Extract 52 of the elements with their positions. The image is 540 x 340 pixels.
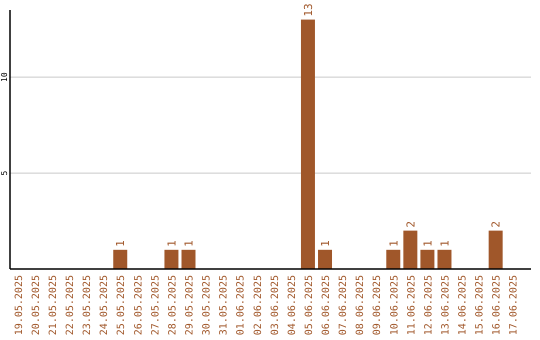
x-tick-label: 09.06.2025: [372, 275, 384, 336]
x-tick-label: 31.05.2025: [218, 275, 230, 336]
x-tick-label: 13.06.2025: [440, 275, 452, 336]
data-label: 1: [182, 240, 196, 247]
x-tick-label: 21.05.2025: [48, 275, 59, 336]
x-tick-label: 17.06.2025: [508, 275, 520, 336]
data-label: 1: [319, 240, 332, 247]
x-tick-label: 08.06.2025: [355, 275, 366, 336]
x-tick-label: 10.06.2025: [389, 275, 400, 336]
x-tick-label: 12.06.2025: [423, 275, 434, 336]
x-tick-label: 07.06.2025: [338, 275, 350, 336]
data-label: 1: [387, 240, 400, 247]
x-tick-label: 15.06.2025: [474, 275, 486, 336]
data-label: 13: [302, 3, 315, 17]
bar: [318, 250, 332, 269]
x-tick-label: 04.06.2025: [286, 275, 298, 336]
x-tick-label: 23.05.2025: [82, 275, 94, 336]
x-tick-label: 14.06.2025: [458, 275, 469, 336]
x-tick-label: 30.05.2025: [202, 275, 213, 336]
x-tick-label: 06.06.2025: [321, 275, 332, 336]
data-label: 1: [421, 240, 434, 247]
x-tick-label: 01.06.2025: [236, 275, 247, 336]
bar: [488, 230, 503, 269]
data-label: 2: [404, 221, 418, 228]
x-tick-label: 02.06.2025: [252, 275, 264, 336]
x-tick-label: 16.06.2025: [492, 275, 503, 336]
bar: [300, 20, 315, 269]
x-tick-label: 26.05.2025: [133, 275, 144, 336]
x-tick-label: 19.05.2025: [14, 275, 25, 336]
bar: [420, 250, 434, 269]
data-label: 1: [438, 240, 452, 247]
data-label: 2: [490, 221, 503, 228]
x-tick-label: 03.06.2025: [270, 275, 281, 336]
bar: [437, 250, 452, 269]
y-tick-label: 5: [0, 170, 9, 176]
x-tick-label: 22.05.2025: [65, 275, 76, 336]
bar: [182, 250, 196, 269]
x-tick-label: 20.05.2025: [30, 275, 42, 336]
bar: [164, 250, 178, 269]
x-tick-label: 11.06.2025: [406, 275, 418, 336]
bar: [386, 250, 400, 269]
x-tick-label: 25.05.2025: [116, 275, 128, 336]
y-tick-label: 10: [0, 72, 9, 82]
data-label: 1: [114, 240, 128, 247]
x-tick-label: 28.05.2025: [167, 275, 178, 336]
x-tick-label: 05.06.2025: [304, 275, 315, 336]
bar: [403, 230, 418, 269]
x-tick-label: 27.05.2025: [150, 275, 162, 336]
bar: [113, 250, 128, 269]
x-tick-label: 29.05.2025: [184, 275, 196, 336]
x-tick-label: 24.05.2025: [99, 275, 110, 336]
data-label: 1: [165, 240, 178, 247]
